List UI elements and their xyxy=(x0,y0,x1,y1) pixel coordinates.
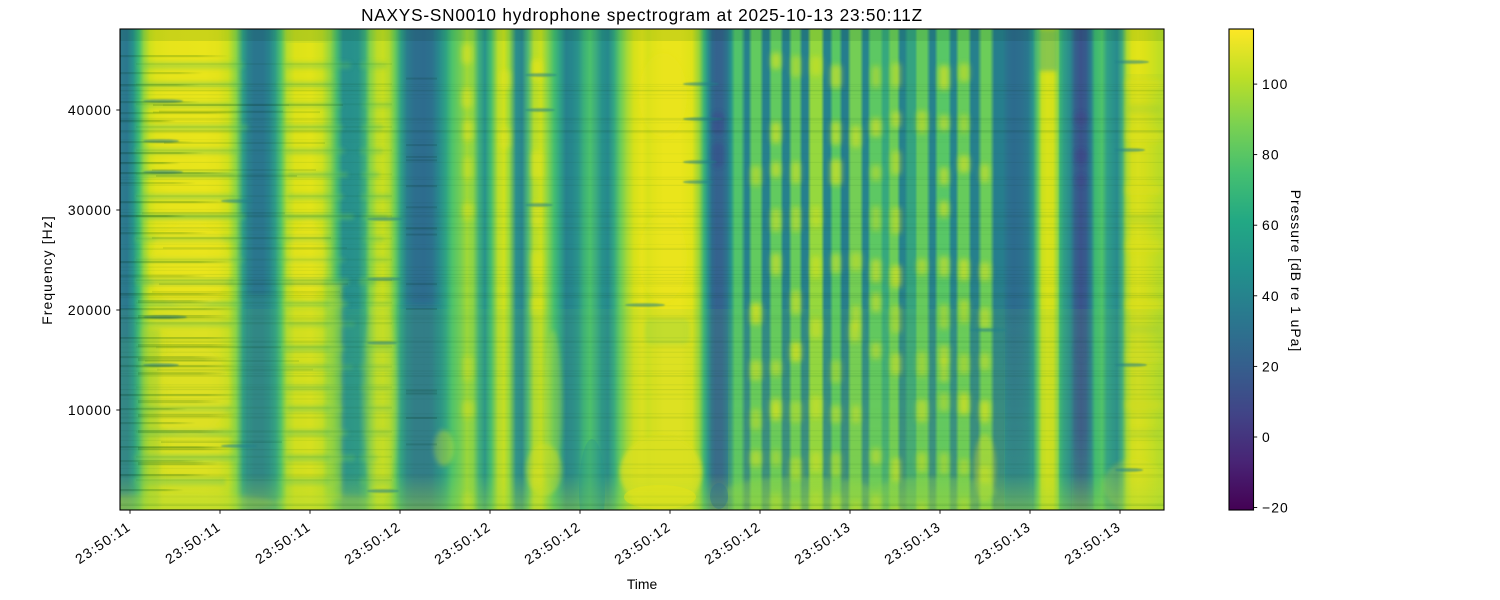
svg-text:NAXYS-SN0010 hydrophone spectr: NAXYS-SN0010 hydrophone spectrogram at 2… xyxy=(361,5,923,25)
svg-text:100: 100 xyxy=(1262,76,1288,92)
svg-text:40: 40 xyxy=(1262,288,1280,304)
svg-text:20000: 20000 xyxy=(68,302,112,318)
svg-text:80: 80 xyxy=(1262,147,1280,163)
svg-text:20: 20 xyxy=(1262,358,1280,374)
svg-text:Time: Time xyxy=(627,576,658,592)
svg-text:30000: 30000 xyxy=(68,202,112,218)
svg-text:Pressure [dB re 1 uPa]: Pressure [dB re 1 uPa] xyxy=(1288,190,1304,353)
svg-text:Frequency [Hz]: Frequency [Hz] xyxy=(39,215,55,325)
svg-text:60: 60 xyxy=(1262,217,1280,233)
svg-text:40000: 40000 xyxy=(68,102,112,118)
svg-text:0: 0 xyxy=(1262,429,1271,445)
svg-text:−20: −20 xyxy=(1262,500,1289,516)
svg-text:10000: 10000 xyxy=(68,402,112,418)
